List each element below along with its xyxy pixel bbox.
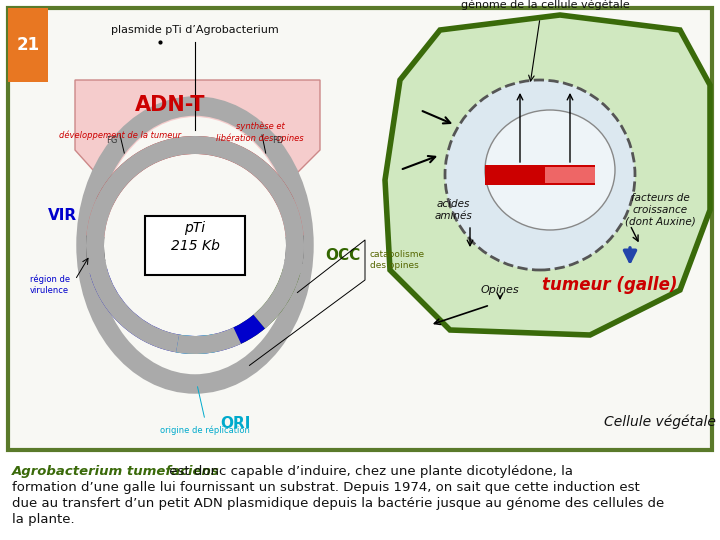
FancyBboxPatch shape [485,165,595,185]
Text: due au transfert d’un petit ADN plasmidique depuis la bactérie jusque au génome : due au transfert d’un petit ADN plasmidi… [12,497,665,510]
Text: tumeur (galle): tumeur (galle) [542,276,678,294]
Text: génome de la cellule végétale: génome de la cellule végétale [461,0,629,10]
Polygon shape [385,15,710,335]
Wedge shape [86,235,105,264]
Text: acides
aminés: acides aminés [434,199,472,221]
FancyBboxPatch shape [8,8,48,82]
Ellipse shape [485,110,615,230]
Text: Cellule végétale: Cellule végétale [604,415,716,429]
Wedge shape [88,261,107,273]
FancyBboxPatch shape [545,167,595,183]
Text: origine de réplication: origine de réplication [160,426,250,435]
Text: ORI: ORI [220,415,250,430]
Text: FG: FG [107,136,118,145]
Wedge shape [86,199,112,237]
Text: région de
virulence: région de virulence [30,275,70,295]
FancyBboxPatch shape [145,216,245,275]
Wedge shape [284,235,304,264]
Wedge shape [90,268,265,354]
Text: VIR: VIR [48,207,77,222]
Text: FD: FD [272,136,284,145]
Ellipse shape [445,80,635,270]
Text: catabolisme
des opines: catabolisme des opines [370,250,425,270]
Text: plasmide pTi d’Agrobacterium: plasmide pTi d’Agrobacterium [111,25,279,35]
Text: développement de la tumeur: développement de la tumeur [59,130,181,140]
Wedge shape [86,136,304,352]
Text: Agrobacterium tumefaciens: Agrobacterium tumefaciens [12,465,220,478]
Ellipse shape [97,117,293,373]
FancyBboxPatch shape [8,8,712,450]
Text: facteurs de
croissance
(dont Auxine): facteurs de croissance (dont Auxine) [625,193,696,227]
Text: ADN-T: ADN-T [135,95,205,115]
Text: Opines: Opines [481,285,519,295]
Wedge shape [176,327,241,354]
Text: la plante.: la plante. [12,513,75,526]
Polygon shape [75,80,320,200]
Text: synthèse et
libération des opines: synthèse et libération des opines [216,122,304,143]
Wedge shape [176,334,217,354]
Wedge shape [253,245,304,328]
Text: formation d’une galle lui fournissant un substrat. Depuis 1974, on sait que cett: formation d’une galle lui fournissant un… [12,481,640,494]
Text: pTi
215 Kb: pTi 215 Kb [171,221,220,253]
Text: OCC: OCC [325,247,360,262]
Text: est donc capable d’induire, chez une plante dicotylédone, la: est donc capable d’induire, chez une pla… [165,465,573,478]
Wedge shape [277,199,304,237]
Wedge shape [96,136,294,206]
Wedge shape [233,268,300,344]
Text: 21: 21 [17,36,40,54]
